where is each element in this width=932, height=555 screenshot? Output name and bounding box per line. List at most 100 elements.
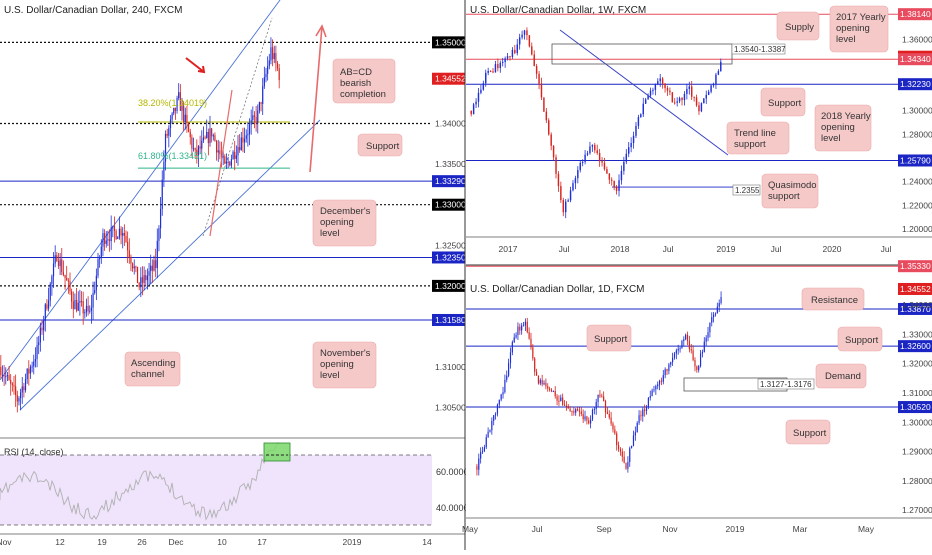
w1-trendline-callout-text: Trend line support xyxy=(734,128,776,150)
h4-candle xyxy=(127,242,129,251)
h4-price-label: 1.30500 xyxy=(435,403,466,413)
h4-candle xyxy=(245,135,247,139)
h4-candle xyxy=(253,115,256,117)
d1-candle xyxy=(590,419,592,424)
d1-candle xyxy=(506,375,508,380)
h4-candle xyxy=(237,146,239,156)
h4-candle xyxy=(85,305,88,313)
w1-price-tag xyxy=(898,154,932,167)
h4-candle xyxy=(125,235,127,243)
abcd-callout: AB=CD bearish completion xyxy=(332,58,396,104)
w1-levels xyxy=(466,13,898,188)
d1-support-right-callout: Support xyxy=(837,326,883,352)
d1-candle xyxy=(586,416,588,421)
h4-price-tag-text: 1.33290 xyxy=(435,176,466,186)
d1-candle xyxy=(573,411,575,413)
d1-candle xyxy=(554,391,556,397)
channel-callout-box xyxy=(124,351,181,387)
abcd-callout-text: AB=CD bearish completion xyxy=(340,67,386,100)
d1-candle xyxy=(603,396,605,402)
d1-candle xyxy=(649,396,651,398)
w1-candle xyxy=(671,92,674,103)
d1-candle xyxy=(478,458,480,470)
d1-price-label: 1.34000 xyxy=(902,300,932,310)
w1-title: U.S. Dollar/Canadian Dollar, 1W, FXCM xyxy=(470,5,646,16)
w1-candle xyxy=(596,150,598,154)
w1-candle xyxy=(591,144,594,147)
w1-candle xyxy=(686,88,688,94)
h4-candle xyxy=(275,53,277,64)
d1-price-label: 1.32000 xyxy=(902,359,932,369)
h4-candle xyxy=(69,281,71,292)
w1-support-callout-box xyxy=(760,87,806,117)
h4-candle xyxy=(169,119,172,129)
d1-candle xyxy=(569,408,571,411)
h4-candle xyxy=(3,374,5,377)
h4-price-tag xyxy=(432,313,465,326)
h4-candle xyxy=(234,151,236,159)
channel-upper xyxy=(0,0,281,381)
h4-price-tag xyxy=(432,279,465,292)
h4-candle xyxy=(115,230,117,239)
w1-candle xyxy=(649,90,652,96)
d1-candle xyxy=(504,379,506,393)
w1-price-label: 1.28000 xyxy=(902,129,932,139)
rsi-tick-40: 40.0000 xyxy=(436,503,469,513)
d1-demand-callout-text: Demand xyxy=(825,371,861,382)
d1-resistance-callout-text: Resistance xyxy=(811,295,858,306)
h4-candle xyxy=(56,255,58,262)
d1-candle xyxy=(562,397,564,405)
h4-candle xyxy=(46,304,48,309)
h4-candle xyxy=(64,274,66,278)
channel-callout-text: Ascending channel xyxy=(131,358,175,380)
w1-candle xyxy=(562,200,565,213)
h4-candle xyxy=(239,146,241,151)
h4-candle xyxy=(122,233,124,236)
h4-time-axis[interactable]: Nov 12 19 26 Dec 10 17 2019 14 xyxy=(0,537,432,547)
w1-qm-label-box xyxy=(732,184,761,196)
h4-price-axis[interactable] xyxy=(432,0,465,438)
h4-candle xyxy=(136,266,139,284)
d1-price-tag xyxy=(898,302,932,315)
w1-candle xyxy=(545,111,548,121)
d1-candle xyxy=(692,350,694,361)
w1-supply-zone-label: 1.3540-1.3387 xyxy=(734,45,786,54)
d1-candle xyxy=(522,325,525,327)
w1-candle xyxy=(494,64,497,73)
fib-38-label: 38.20%(1.34019) xyxy=(138,98,207,108)
h4-price-tag-text: 1.31580 xyxy=(435,315,466,325)
h4-candle xyxy=(224,156,226,164)
d1-price-axis-labels: 1.35330 1.34552 1.33870 1.32600 1.31000 1.305… xyxy=(898,260,932,515)
w1-candle xyxy=(635,125,637,136)
h4-candle xyxy=(235,155,237,159)
d1-candle xyxy=(584,416,586,420)
h4-candle xyxy=(102,233,104,247)
w1-candle xyxy=(533,54,535,67)
h4-candle xyxy=(176,98,178,111)
d1-x-tick: May xyxy=(858,524,875,534)
h4-candle xyxy=(36,345,38,360)
h4-candle xyxy=(47,300,50,309)
d1-candle xyxy=(521,325,523,331)
h4-candle xyxy=(117,237,119,239)
december-callout-box xyxy=(312,199,377,247)
h4-candle xyxy=(100,246,102,258)
h4-candle xyxy=(215,141,218,153)
d1-candle xyxy=(476,466,478,470)
h4-candle xyxy=(230,159,233,166)
h4-x-tick: Nov xyxy=(0,537,12,547)
h4-candle xyxy=(143,275,145,283)
d1-candle xyxy=(617,444,620,449)
d1-candle xyxy=(489,430,491,432)
d1-demand-label: 1.3127-1.3176 xyxy=(760,380,812,389)
h4-candle xyxy=(19,392,22,399)
h4-price-tag-text: 1.35000 xyxy=(435,37,466,47)
h4-candle xyxy=(212,135,214,137)
w1-time-axis[interactable]: 2017 Jul 2018 Jul 2019 Jul 2020 Jul xyxy=(499,244,892,254)
w1-price-axis[interactable] xyxy=(898,0,932,265)
h4-candle xyxy=(199,146,201,149)
d1-time-axis[interactable]: May Jul Sep Nov 2019 Mar May xyxy=(462,524,875,534)
w1-2017-callout-box xyxy=(829,5,889,53)
w1-candle xyxy=(652,89,654,91)
d1-candle xyxy=(690,349,692,351)
